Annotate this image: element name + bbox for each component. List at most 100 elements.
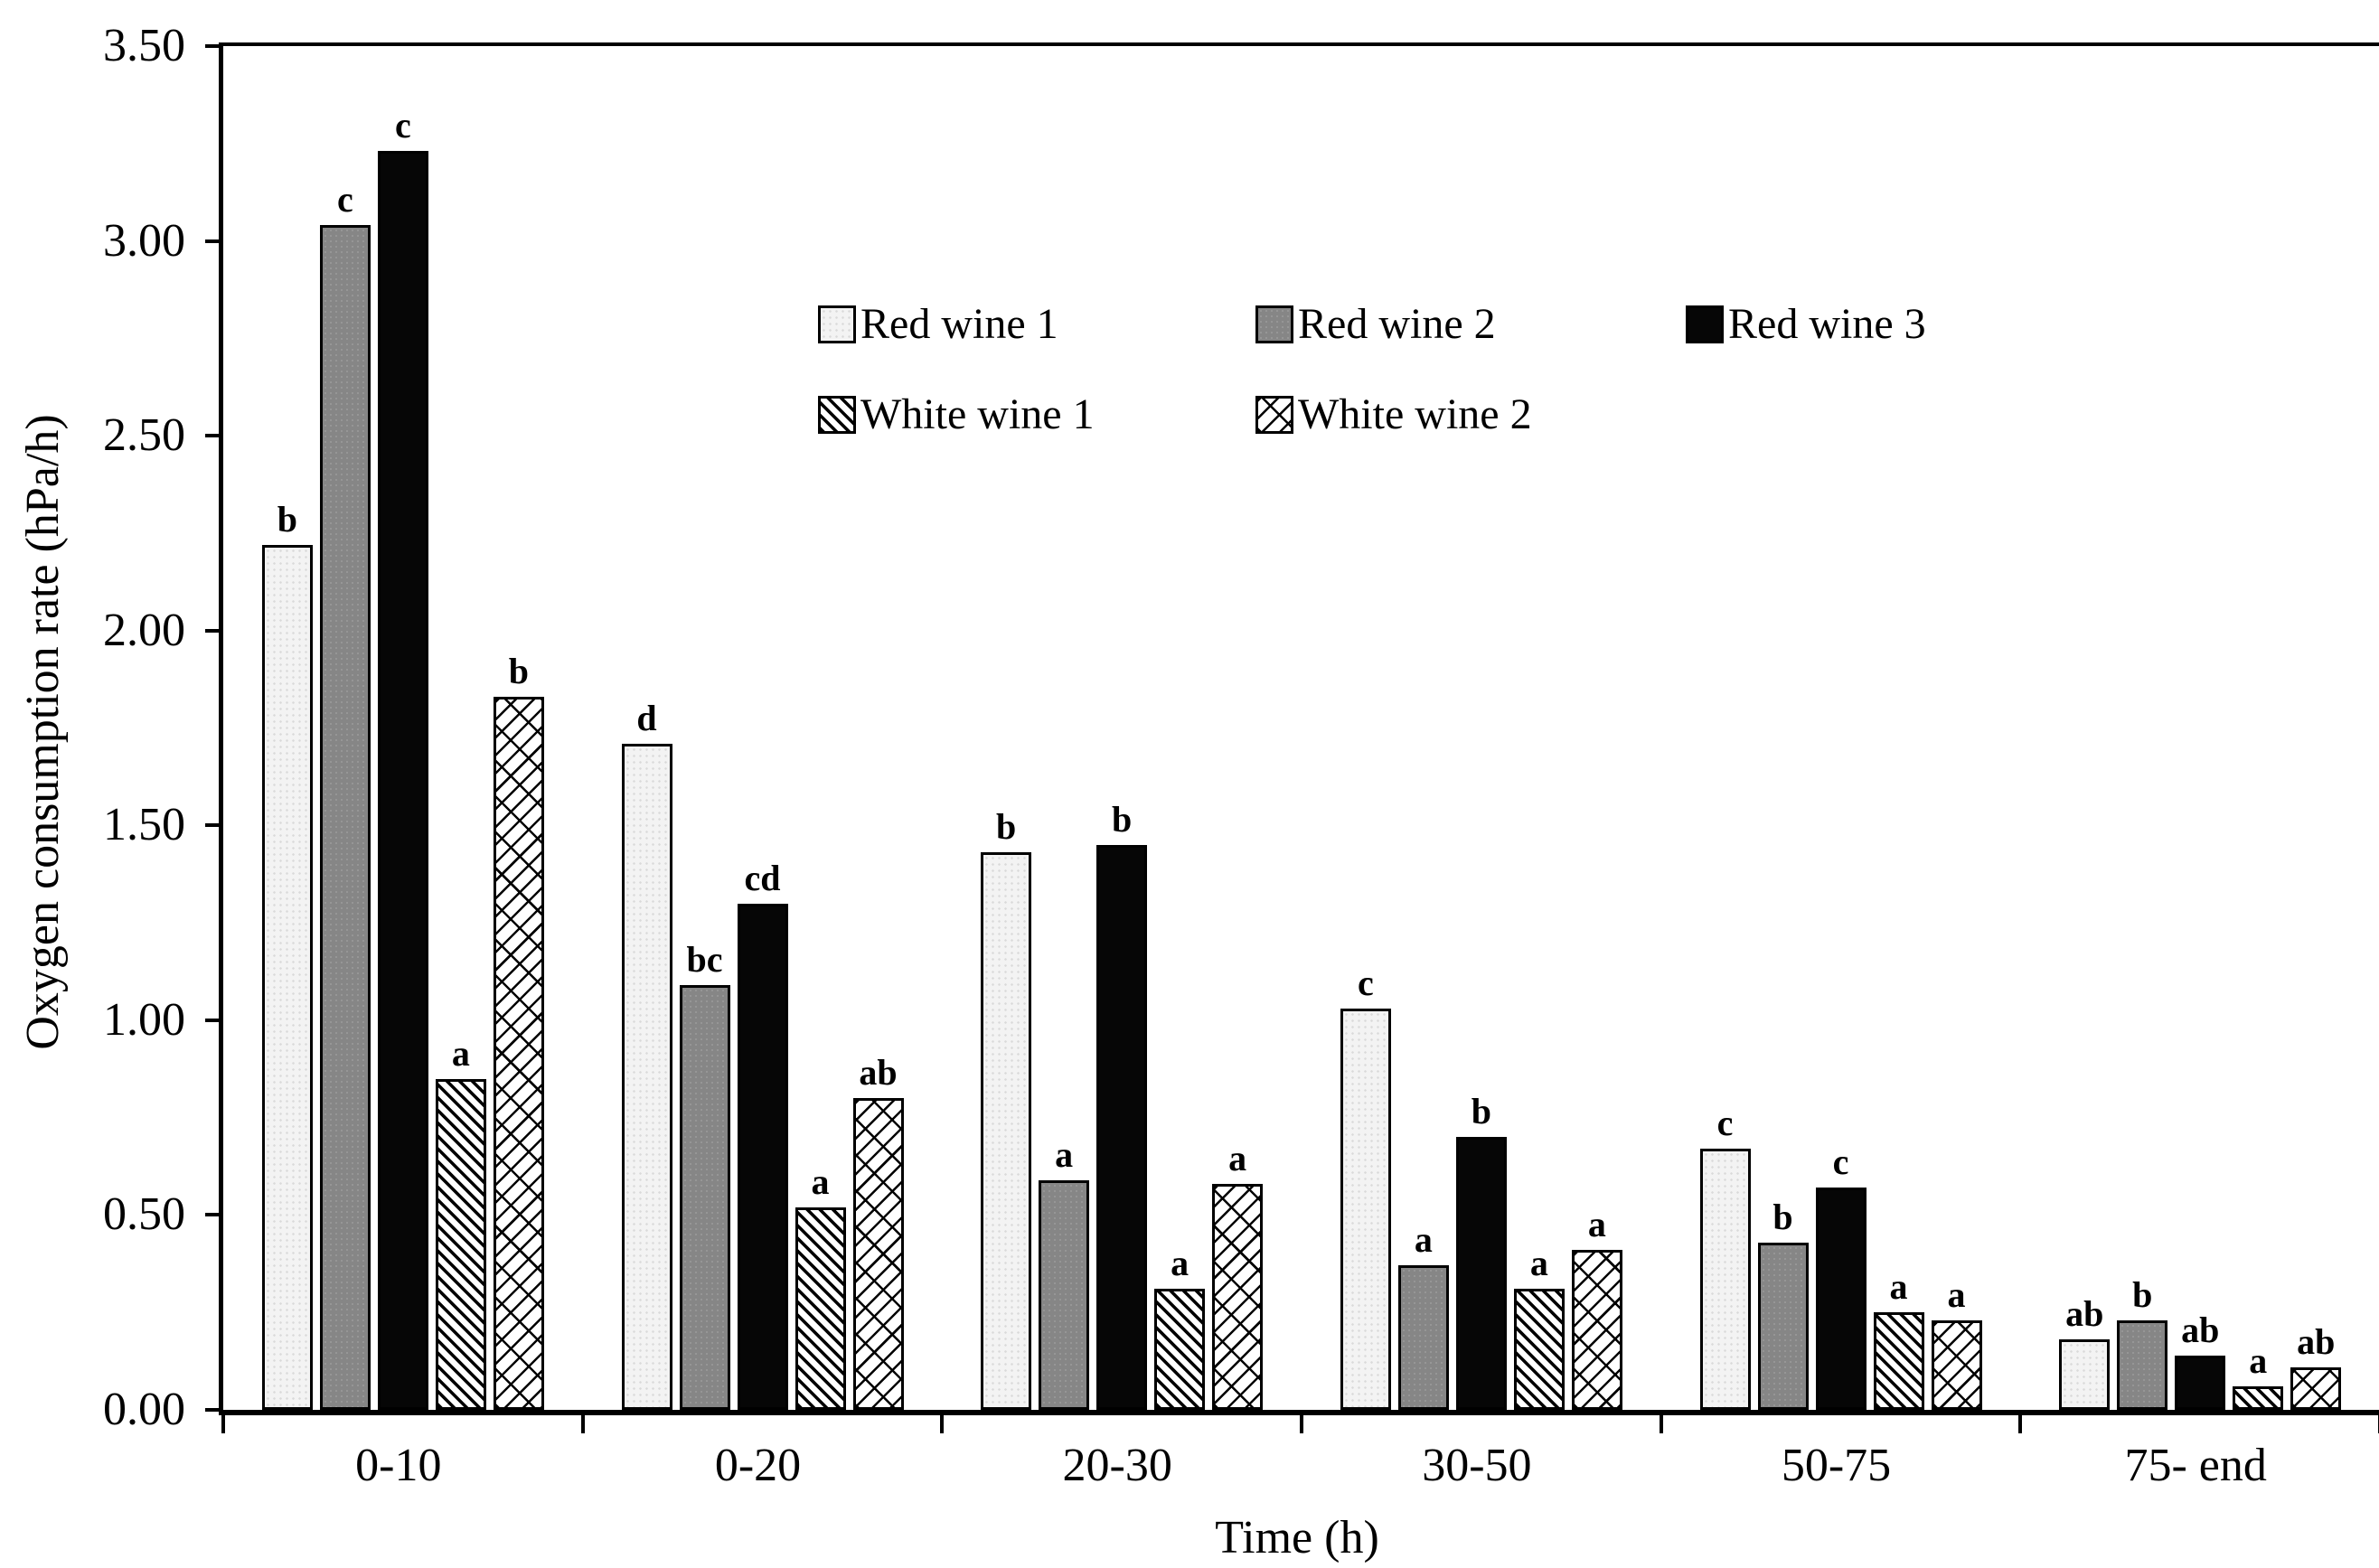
legend-item-white-wine-1: White wine 1 (818, 393, 1095, 437)
significance-letter: d (636, 697, 657, 738)
significance-letter: a (1947, 1273, 1966, 1315)
y-tick-mark (205, 44, 223, 48)
x-tick-mark (1659, 1410, 1663, 1433)
y-tick-mark (205, 239, 223, 243)
bar-wrap: c (1815, 1144, 1867, 1410)
significance-letter: b (277, 498, 297, 540)
y-tick-label: 2.00 (103, 604, 185, 656)
bar-wrap: a (1039, 1136, 1090, 1410)
bar-wrap: bc (679, 942, 730, 1410)
bar-red-wine-1-30-50 (1340, 1008, 1391, 1410)
bar-white-wine-2-0-20 (852, 1098, 904, 1410)
legend-marker-black-fill (1686, 305, 1724, 343)
bar-white-wine-2-0-10 (493, 697, 544, 1410)
bar-red-wine-3-0-10 (377, 151, 428, 1410)
significance-letter: a (1889, 1266, 1908, 1308)
bar-groups: b c c a b d bc cd a ab b a b a a c a b a a c b c a a ab b ab a ab (223, 46, 2379, 1410)
bar-wrap: b (1096, 801, 1148, 1410)
bar-red-wine-2-0-10 (319, 225, 371, 1410)
bar-wrap: a (795, 1163, 846, 1410)
significance-letter: c (336, 179, 353, 221)
legend-item-red-wine-3: Red wine 3 (1686, 303, 1926, 346)
x-tick-mark (940, 1410, 945, 1433)
y-tick-label: 0.50 (103, 1188, 185, 1241)
significance-letter: c (1832, 1141, 1849, 1183)
bar-white-wine-1-75- end (2233, 1386, 2284, 1410)
bar-wrap: c (1340, 964, 1391, 1410)
bar-wrap: ab (2175, 1311, 2226, 1410)
bar-red-wine-3-0-20 (737, 903, 788, 1410)
y-tick-label: 3.50 (103, 20, 185, 71)
significance-letter: bc (686, 939, 723, 981)
x-axis-title: Time (h) (1215, 1512, 1379, 1563)
significance-letter: a (1414, 1219, 1433, 1261)
bar-group-75- end: ab b ab a ab (2020, 46, 2379, 1410)
bar-wrap: a (1873, 1269, 1924, 1410)
x-axis-category-labels: 0-10 0-20 20-30 30-50 50-75 75- end (219, 1442, 2375, 1497)
significance-letter: c (1716, 1103, 1734, 1144)
x-category-label: 0-10 (355, 1440, 442, 1491)
y-tick-mark (205, 1018, 223, 1022)
y-tick-label: 3.00 (103, 214, 185, 267)
bar-wrap: cd (737, 859, 788, 1410)
bar-wrap: b (981, 809, 1032, 1410)
y-tick-label: 0.00 (103, 1384, 185, 1435)
bar-red-wine-3-50-75 (1815, 1188, 1867, 1410)
significance-letter: a (1171, 1243, 1190, 1284)
significance-letter: ab (2181, 1309, 2220, 1350)
bar-wrap: d (621, 699, 672, 1410)
bar-red-wine-2-30-50 (1397, 1265, 1449, 1410)
significance-letter: a (2249, 1340, 2268, 1382)
bar-wrap: ab (2059, 1296, 2111, 1410)
bar-wrap: a (1571, 1207, 1622, 1410)
bar-wrap: c (319, 182, 371, 1410)
y-tick-mark (205, 1408, 223, 1412)
bar-group-0-20: d bc cd a ab (583, 46, 943, 1410)
bar-wrap: b (493, 653, 544, 1410)
y-tick-label: 1.50 (103, 799, 185, 851)
bar-white-wine-2-30-50 (1571, 1250, 1622, 1410)
bar-white-wine-1-30-50 (1513, 1289, 1565, 1410)
x-category-label: 30-50 (1422, 1440, 1532, 1491)
bar-wrap: a (1513, 1245, 1565, 1410)
legend-marker-dense-diagonal-hatch (818, 396, 856, 434)
x-tick-mark (221, 1410, 225, 1433)
legend-label: Red wine 1 (860, 300, 1058, 348)
bar-wrap: b (1757, 1198, 1809, 1410)
significance-letter: ab (2065, 1293, 2104, 1335)
bar-wrap: b (261, 501, 313, 1410)
legend-item-white-wine-2: White wine 2 (1255, 393, 1532, 437)
significance-letter: ab (2297, 1320, 2336, 1362)
bar-white-wine-2-20-30 (1212, 1183, 1264, 1410)
bar-white-wine-1-0-10 (435, 1078, 486, 1410)
bar-wrap: a (1212, 1140, 1264, 1410)
x-tick-mark (1300, 1410, 1303, 1433)
bar-red-wine-2-75- end (2117, 1319, 2168, 1410)
x-category-label: 20-30 (1062, 1440, 1172, 1491)
legend-label: White wine 2 (1298, 390, 1532, 438)
bar-wrap: b (1455, 1094, 1507, 1410)
bar-red-wine-3-75- end (2175, 1355, 2226, 1410)
bar-red-wine-1-50-75 (1699, 1149, 1751, 1410)
legend-marker-light-speckle-fill (818, 305, 856, 343)
x-tick-mark (2018, 1410, 2023, 1433)
bar-white-wine-1-50-75 (1873, 1312, 1924, 1410)
y-tick-label: 2.50 (103, 409, 185, 462)
significance-letter: a (1587, 1204, 1606, 1245)
bar-red-wine-2-20-30 (1039, 1179, 1090, 1410)
y-axis-title: Oxygen consumption rate (hPa/h) (17, 414, 69, 1050)
significance-letter: a (1055, 1133, 1074, 1175)
y-tick-mark (205, 1213, 223, 1217)
significance-letter: ab (859, 1052, 898, 1094)
bar-white-wine-2-50-75 (1931, 1319, 1982, 1410)
significance-letter: c (1357, 962, 1374, 1003)
bar-wrap: a (435, 1035, 486, 1410)
bar-wrap: c (1699, 1105, 1751, 1410)
bar-wrap: a (2233, 1343, 2284, 1410)
bar-red-wine-2-50-75 (1757, 1242, 1809, 1410)
